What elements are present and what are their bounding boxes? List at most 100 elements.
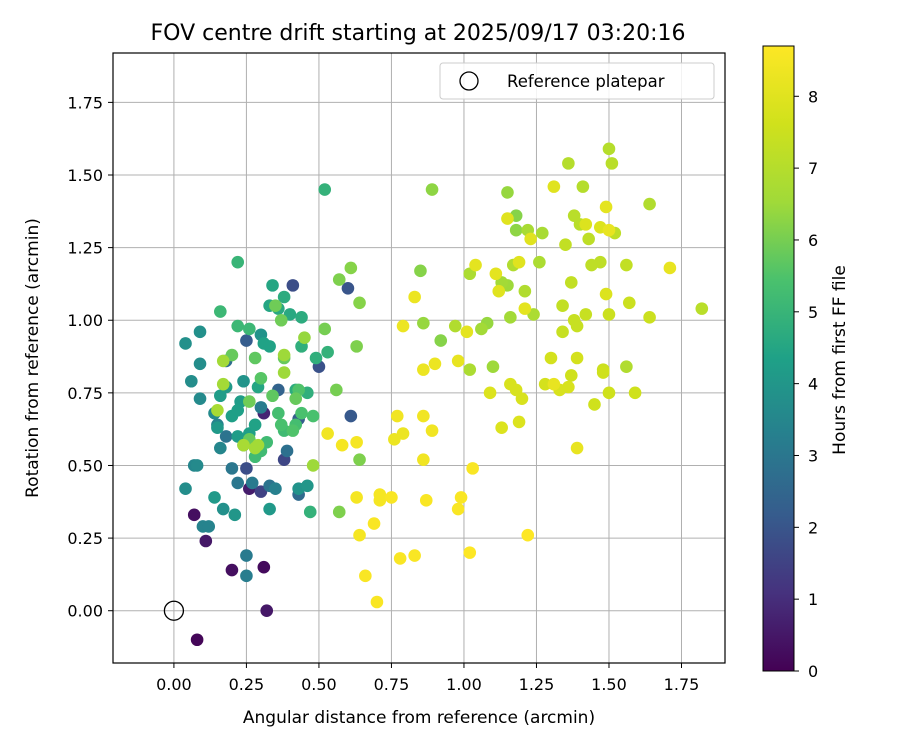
colorbar: 0 1 2 3 4 5 6 7 8 Hours from first FF file <box>762 45 850 681</box>
data-point <box>602 386 616 400</box>
data-point <box>214 305 227 318</box>
x-tick-label: 0.00 <box>156 675 192 694</box>
data-point <box>344 409 358 423</box>
data-point <box>350 435 363 449</box>
data-point <box>260 604 274 618</box>
data-point <box>321 345 334 359</box>
data-point <box>585 258 598 272</box>
data-point <box>321 427 334 440</box>
data-point <box>295 406 308 420</box>
data-point <box>274 418 288 432</box>
y-axis-ticks: 0.00 0.25 0.50 0.75 1.00 1.25 1.50 1.75 <box>67 93 113 621</box>
x-axis-ticks: 0.00 0.25 0.50 0.75 1.00 1.25 1.50 1.75 <box>156 663 699 694</box>
data-point <box>501 186 514 199</box>
legend: Reference platepar <box>439 62 715 100</box>
data-point <box>533 255 546 269</box>
data-point <box>425 183 439 196</box>
data-point <box>272 406 285 420</box>
x-tick-label: 0.75 <box>374 675 410 694</box>
reference-marker-group <box>163 600 185 621</box>
y-tick-label: 1.75 <box>67 93 103 112</box>
data-point <box>231 255 245 269</box>
data-point <box>298 331 311 344</box>
data-point <box>248 418 262 432</box>
y-tick-label: 0.75 <box>67 384 103 403</box>
x-tick-label: 1.75 <box>664 675 700 694</box>
colorbar-tick-label: 1 <box>808 590 818 609</box>
data-point <box>564 369 578 382</box>
data-point <box>240 334 253 347</box>
data-point <box>390 409 404 423</box>
data-point <box>289 392 303 405</box>
data-point <box>274 313 288 327</box>
data-point <box>373 488 387 501</box>
data-point <box>547 377 561 391</box>
y-tick-label: 0.00 <box>67 602 103 621</box>
data-point <box>341 281 355 295</box>
data-point <box>214 441 227 455</box>
data-point <box>263 502 276 516</box>
colorbar-tick-label: 0 <box>808 662 818 681</box>
data-point <box>269 482 282 496</box>
data-point <box>512 255 526 269</box>
data-point <box>231 403 245 417</box>
plot-frame <box>112 52 726 664</box>
data-point <box>359 569 372 583</box>
data-point <box>408 290 421 304</box>
data-point <box>257 560 271 574</box>
data-point <box>193 392 207 405</box>
data-point <box>475 322 488 336</box>
x-tick-label: 1.00 <box>446 675 482 694</box>
y-tick-label: 0.50 <box>67 456 103 475</box>
data-point <box>344 261 358 275</box>
data-point <box>243 395 256 408</box>
data-point <box>570 441 584 455</box>
data-point <box>417 363 430 376</box>
data-point <box>425 424 439 437</box>
data-point <box>225 462 239 475</box>
data-point <box>211 403 224 417</box>
data-point <box>303 505 317 519</box>
data-point <box>286 424 300 437</box>
data-point <box>228 508 242 522</box>
data-point <box>393 552 407 565</box>
data-point <box>208 491 221 504</box>
data-point <box>350 340 363 353</box>
y-tick-label: 1.25 <box>67 239 103 258</box>
y-tick-label: 1.50 <box>67 166 103 185</box>
data-point <box>460 325 474 339</box>
data-point <box>211 421 224 435</box>
data-point <box>417 409 430 423</box>
data-point <box>353 453 366 466</box>
data-point <box>628 386 642 400</box>
data-point <box>193 325 207 339</box>
legend-box <box>439 62 715 100</box>
data-point <box>596 366 610 379</box>
data-point <box>643 311 656 324</box>
data-point <box>451 354 465 368</box>
data-point <box>434 334 448 347</box>
colorbar-tick-label: 8 <box>808 87 818 106</box>
x-tick-label: 1.50 <box>591 675 627 694</box>
x-tick-label: 1.25 <box>519 675 555 694</box>
data-point <box>225 563 239 577</box>
colorbar-tick-label: 4 <box>808 375 818 394</box>
data-point <box>408 549 421 562</box>
data-point <box>231 319 245 333</box>
y-tick-label: 0.25 <box>67 529 103 548</box>
data-point <box>187 508 201 522</box>
data-point <box>448 319 462 333</box>
data-point <box>332 505 346 519</box>
data-point <box>269 299 282 313</box>
data-point <box>564 276 578 289</box>
data-point <box>463 546 477 559</box>
data-point <box>417 453 430 466</box>
data-point <box>318 183 332 196</box>
data-point <box>556 325 569 339</box>
data-point <box>266 279 279 292</box>
data-point <box>556 299 569 313</box>
data-point <box>492 284 506 298</box>
x-tick-label: 0.50 <box>301 675 337 694</box>
data-point <box>599 287 613 301</box>
data-point <box>280 444 294 458</box>
